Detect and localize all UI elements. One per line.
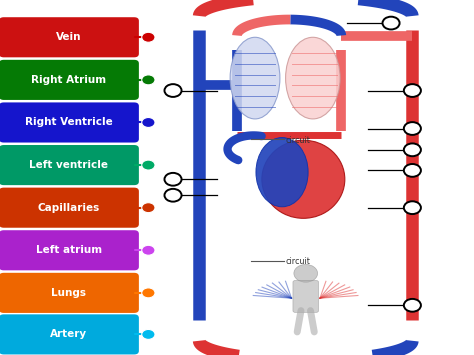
Circle shape — [404, 84, 421, 97]
Text: Left atrium: Left atrium — [36, 245, 102, 255]
Circle shape — [142, 203, 155, 213]
FancyBboxPatch shape — [0, 230, 139, 271]
Text: Capillaries: Capillaries — [38, 203, 100, 213]
FancyBboxPatch shape — [0, 102, 139, 142]
Text: Right Atrium: Right Atrium — [31, 75, 107, 85]
FancyBboxPatch shape — [0, 60, 139, 100]
Circle shape — [164, 173, 182, 186]
Text: circuit: circuit — [285, 136, 310, 145]
FancyBboxPatch shape — [293, 280, 319, 312]
Text: Artery: Artery — [50, 329, 88, 339]
Text: Right Ventricle: Right Ventricle — [25, 118, 113, 127]
Circle shape — [383, 17, 400, 29]
Circle shape — [404, 143, 421, 156]
FancyBboxPatch shape — [0, 315, 139, 354]
Circle shape — [404, 299, 421, 312]
Circle shape — [294, 264, 318, 282]
Text: Lungs: Lungs — [52, 288, 86, 298]
Circle shape — [404, 122, 421, 135]
FancyBboxPatch shape — [0, 17, 139, 57]
Ellipse shape — [262, 140, 345, 218]
Text: Left ventricle: Left ventricle — [29, 160, 109, 170]
Circle shape — [142, 288, 155, 298]
Circle shape — [404, 164, 421, 177]
Ellipse shape — [256, 137, 308, 207]
Circle shape — [142, 75, 155, 85]
FancyBboxPatch shape — [0, 145, 139, 185]
Text: circuit: circuit — [285, 257, 310, 267]
Circle shape — [404, 201, 421, 214]
Circle shape — [142, 160, 155, 170]
Circle shape — [142, 118, 155, 127]
Text: Vein: Vein — [56, 32, 82, 42]
FancyBboxPatch shape — [0, 187, 139, 228]
Circle shape — [164, 189, 182, 202]
Circle shape — [142, 245, 155, 255]
FancyBboxPatch shape — [0, 273, 139, 313]
Circle shape — [164, 84, 182, 97]
Ellipse shape — [230, 37, 280, 119]
Circle shape — [142, 32, 155, 42]
Circle shape — [142, 329, 155, 339]
Ellipse shape — [285, 37, 340, 119]
